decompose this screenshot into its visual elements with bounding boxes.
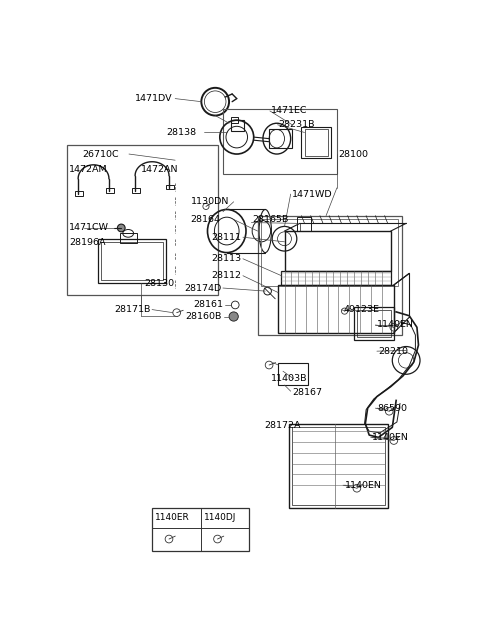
- Text: 1471EC: 1471EC: [271, 107, 307, 116]
- Bar: [278, 363, 308, 385]
- Text: 28165B: 28165B: [252, 215, 288, 224]
- Text: 28164: 28164: [191, 215, 221, 224]
- Bar: [152, 508, 249, 551]
- Text: 28167: 28167: [292, 388, 322, 397]
- Text: 28138: 28138: [166, 128, 196, 137]
- Bar: [120, 233, 137, 243]
- Bar: [230, 117, 238, 123]
- Circle shape: [118, 224, 125, 232]
- Text: 28171B: 28171B: [114, 305, 151, 314]
- Text: 1471CW: 1471CW: [69, 223, 109, 232]
- Text: 1471DV: 1471DV: [135, 94, 173, 103]
- Bar: [301, 127, 331, 158]
- Bar: [357, 309, 391, 337]
- Bar: [223, 109, 337, 174]
- Text: 1130DN: 1130DN: [191, 197, 229, 206]
- Text: 1471WD: 1471WD: [292, 189, 333, 198]
- Bar: [230, 120, 244, 131]
- Text: 1472AN: 1472AN: [141, 165, 178, 174]
- Bar: [297, 217, 311, 231]
- Text: 1140EN: 1140EN: [377, 320, 414, 329]
- Text: 28130: 28130: [144, 279, 175, 288]
- Text: 28210: 28210: [378, 347, 408, 356]
- Text: 28112: 28112: [211, 271, 241, 280]
- Text: 86590: 86590: [377, 404, 407, 413]
- Bar: [269, 130, 292, 148]
- Text: 28113: 28113: [211, 254, 241, 263]
- Text: 1140EN: 1140EN: [372, 433, 409, 442]
- Bar: [258, 216, 402, 335]
- Text: 1140DJ: 1140DJ: [204, 513, 236, 522]
- Text: 26710C: 26710C: [83, 150, 120, 159]
- Text: 1472AM: 1472AM: [69, 165, 108, 174]
- Text: 28174D: 28174D: [184, 284, 221, 293]
- Bar: [281, 271, 391, 285]
- Text: 28160B: 28160B: [186, 312, 222, 321]
- Bar: [354, 306, 394, 340]
- Text: 28161: 28161: [193, 300, 224, 309]
- Bar: [106, 188, 114, 193]
- Bar: [285, 231, 391, 271]
- Bar: [98, 239, 166, 283]
- Text: 28111: 28111: [211, 232, 241, 241]
- Bar: [289, 424, 388, 508]
- Bar: [166, 185, 174, 189]
- Text: 1140EN: 1140EN: [345, 481, 382, 490]
- Text: 28231B: 28231B: [278, 120, 315, 129]
- Text: 28100: 28100: [338, 150, 369, 159]
- Circle shape: [229, 312, 238, 321]
- Bar: [262, 219, 398, 286]
- Bar: [278, 285, 394, 333]
- Text: 11403B: 11403B: [271, 374, 307, 383]
- Bar: [75, 191, 83, 196]
- Text: 1140ER: 1140ER: [155, 513, 190, 522]
- Bar: [132, 188, 140, 193]
- Bar: [67, 145, 218, 295]
- Text: 28196A: 28196A: [69, 238, 106, 247]
- Text: 49123E: 49123E: [343, 305, 379, 314]
- Bar: [292, 427, 384, 505]
- Text: 28172A: 28172A: [264, 421, 301, 429]
- Bar: [304, 130, 328, 155]
- Bar: [101, 242, 163, 281]
